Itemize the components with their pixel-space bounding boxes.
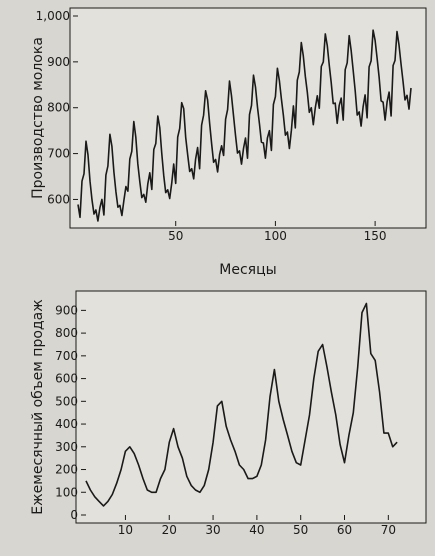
x-axis-label: Месяцы — [219, 262, 276, 278]
plot-frame — [75, 290, 427, 524]
series-line — [85, 302, 398, 507]
x-tick-label: 40 — [249, 523, 264, 537]
y-tick-label: 600 — [47, 192, 70, 206]
x-tick-label: 50 — [168, 229, 183, 243]
y-axis-label: Производство молока — [30, 37, 46, 199]
y-tick-label: 0 — [70, 508, 78, 522]
y-axis-label: Ежемесячный объем продаж — [30, 299, 46, 515]
y-tick-label: 100 — [55, 485, 78, 499]
y-tick-label: 800 — [55, 326, 78, 340]
x-tick-label: 100 — [264, 229, 287, 243]
y-tick-label: 800 — [47, 101, 70, 115]
x-tick-label: 60 — [337, 523, 352, 537]
y-tick-label: 900 — [55, 303, 78, 317]
y-tick-label: 200 — [55, 463, 78, 477]
x-tick-label: 70 — [381, 523, 396, 537]
y-tick-label: 400 — [55, 417, 78, 431]
y-tick-label: 1,000 — [36, 9, 70, 23]
chart-marks: 0 100 200 300 400 500 600 700 800 900 10 20 30 40 50 60… — [55, 302, 398, 537]
x-tick-label: 20 — [162, 523, 177, 537]
y-tick-label: 600 — [55, 372, 78, 386]
y-tick-label: 700 — [55, 349, 78, 363]
y-tick-label: 300 — [55, 440, 78, 454]
chart-monthly-sales: 0 100 200 300 400 500 600 700 800 900 10 20 30 40 50 60… — [30, 290, 427, 537]
y-tick-label: 700 — [47, 147, 70, 161]
chart-marks: 600 700 800 900 1,000 50 100 150 — [36, 9, 412, 243]
y-tick-label: 900 — [47, 55, 70, 69]
series-line — [77, 29, 412, 222]
y-tick-label: 500 — [55, 394, 78, 408]
chart-milk-production: 600 700 800 900 1,000 50 100 150 Месяцы Произво… — [30, 7, 427, 278]
x-tick-label: 10 — [118, 523, 133, 537]
x-tick-label: 150 — [364, 229, 387, 243]
x-tick-label: 30 — [205, 523, 220, 537]
x-tick-label: 50 — [293, 523, 308, 537]
